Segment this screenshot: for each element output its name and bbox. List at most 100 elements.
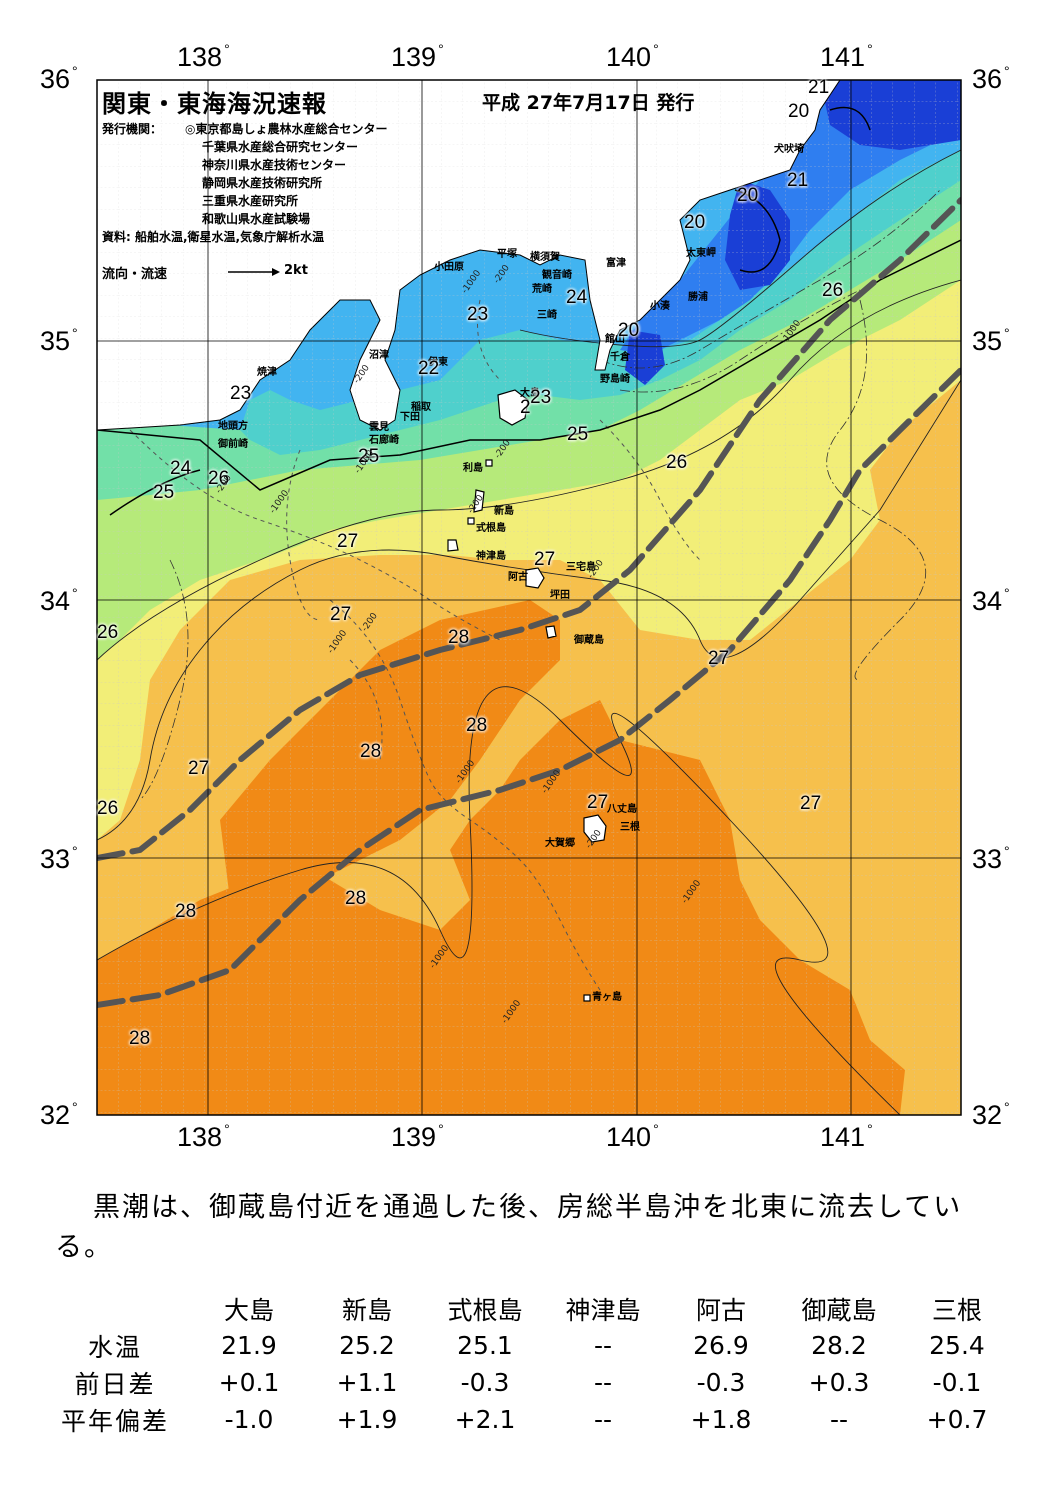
isotherm-label: 26 [97, 622, 119, 643]
table-cell: -0.3 [460, 1368, 510, 1397]
isotherm-label: 25 [153, 482, 175, 503]
column-header: 式根島 [447, 1295, 523, 1325]
isotherm-label: 20 [684, 212, 706, 233]
table-cell: -1.0 [224, 1405, 274, 1434]
table-cell: +2.1 [454, 1405, 516, 1434]
column-header: 三根 [931, 1295, 982, 1325]
table-cell: 25.1 [457, 1331, 513, 1360]
place-name: 地頭方 [218, 421, 248, 432]
isotherm-label: 28 [345, 888, 367, 909]
place-name: 沼津 [369, 350, 389, 361]
isotherm-label: 23 [230, 383, 252, 404]
isotherm-label: 23 [530, 387, 552, 408]
table-cell: +1.8 [690, 1405, 752, 1434]
legend-arrow [228, 268, 280, 276]
island-hachijojima [583, 814, 607, 843]
place-name: 館山 [605, 334, 625, 345]
lat-tick-right: 36 ° [972, 63, 1010, 94]
column-header: 新島 [341, 1295, 392, 1325]
table-cell: -- [593, 1405, 613, 1434]
island-shikinejima [467, 517, 475, 525]
place-name: 八丈島 [607, 804, 637, 815]
place-name: 利島 [463, 463, 483, 474]
place-name: 三崎 [537, 310, 557, 321]
place-name: 大島 [520, 388, 540, 399]
table-cell: -0.1 [932, 1368, 982, 1397]
isotherm-label: 23 [467, 304, 489, 325]
isotherm-label: 28 [360, 741, 382, 762]
place-name: 坪田 [550, 590, 570, 601]
isotherm-label: 27 [534, 549, 556, 570]
island-toshima [485, 459, 493, 467]
table-cell: -- [829, 1405, 849, 1434]
lat-tick-left: 36 ° [40, 63, 78, 94]
island-mikurajima [545, 625, 557, 639]
island-niijima [473, 489, 485, 513]
isotherm-label: 28 [466, 715, 488, 736]
table-cell: -0.3 [696, 1368, 746, 1397]
island-kozushima [447, 539, 459, 552]
place-name: 青ヶ島 [592, 992, 622, 1003]
publisher-list: ◎東京都島しょ農林水産総合センター 千葉県水産総合研究センター 神奈川県水産技術… [185, 120, 387, 228]
place-name: 富津 [606, 258, 626, 269]
lon-tick-top: 141 ° [820, 41, 873, 72]
table-header: 大島 新島 式根島 神津島 阿古 御蔵島 三根 [40, 1290, 1016, 1327]
place-name: 稲取 [411, 402, 431, 413]
column-header: 神津島 [565, 1295, 641, 1325]
isotherm-label: 28 [175, 901, 197, 922]
lon-tick-bottom: 138 ° [177, 1121, 230, 1152]
isotherm-label: 22 [418, 358, 440, 379]
table-cell: 21.9 [221, 1331, 277, 1360]
lat-tick-right: 34 ° [972, 585, 1010, 616]
lat-tick-right: 33 ° [972, 843, 1010, 874]
publisher: 静岡県水産技術研究所 [202, 176, 323, 190]
place-name: 阿古 [508, 572, 528, 583]
table-cell: +1.1 [336, 1368, 398, 1397]
lon-tick-bottom: 139 ° [391, 1121, 444, 1152]
isotherm-label: 26 [822, 280, 844, 301]
place-name: 御蔵島 [574, 635, 604, 646]
place-name: 野島崎 [600, 374, 630, 385]
isotherm-label: 27 [330, 604, 352, 625]
place-name: 小田原 [434, 262, 464, 273]
place-name: 雲見 [369, 422, 389, 433]
sea-temperature-map [96, 79, 962, 1116]
degree-lines [97, 80, 961, 1115]
kuroshio-path [97, 197, 961, 1008]
island-miyakejima [525, 567, 545, 589]
table-cell: +1.9 [336, 1405, 398, 1434]
station-table: 大島 新島 式根島 神津島 阿古 御蔵島 三根 水温 21.9 25.2 25.… [40, 1290, 1016, 1438]
table-cell: 28.2 [811, 1331, 867, 1360]
table-cell: 26.9 [693, 1331, 749, 1360]
column-header: 阿古 [695, 1295, 746, 1325]
place-name: 太東岬 [686, 248, 716, 259]
place-name: 焼津 [257, 367, 277, 378]
issue-date: 平成 27年7月17日 発行 [482, 92, 695, 114]
isotherm-label: 20 [618, 320, 640, 341]
lat-tick-right: 35 ° [972, 325, 1010, 356]
table-cell: +0.7 [926, 1405, 988, 1434]
isotherm-dashdot [139, 189, 941, 801]
table-row: 水温 21.9 25.2 25.1 -- 26.9 28.2 25.4 [40, 1327, 1016, 1364]
place-name: 大賀郷 [545, 838, 575, 849]
map-frame [96, 79, 962, 1116]
island-aogashima [583, 994, 591, 1002]
column-header: 御蔵島 [801, 1295, 877, 1325]
place-name: 式根島 [476, 523, 506, 534]
isotherm-label: 26 [208, 468, 230, 489]
row-label: 水温 [87, 1332, 142, 1362]
isotherm-label: 24 [566, 287, 588, 308]
isotherm-label: 26 [666, 452, 688, 473]
table-cell: -- [593, 1368, 613, 1397]
place-name: 横須賀 [530, 252, 560, 263]
table-cell: 25.4 [929, 1331, 985, 1360]
place-name: 三根 [620, 822, 640, 833]
publisher-label: 発行機関： [102, 122, 163, 136]
table-cell: +0.3 [808, 1368, 870, 1397]
isotherm-label: 2 [520, 397, 531, 418]
row-label: 前日差 [74, 1369, 156, 1399]
lat-tick-left: 32 ° [40, 1099, 78, 1130]
map-title: 関東・東海海況速報 [102, 90, 327, 118]
lon-tick-top: 138 ° [177, 41, 230, 72]
isotherm-lines [97, 106, 961, 516]
